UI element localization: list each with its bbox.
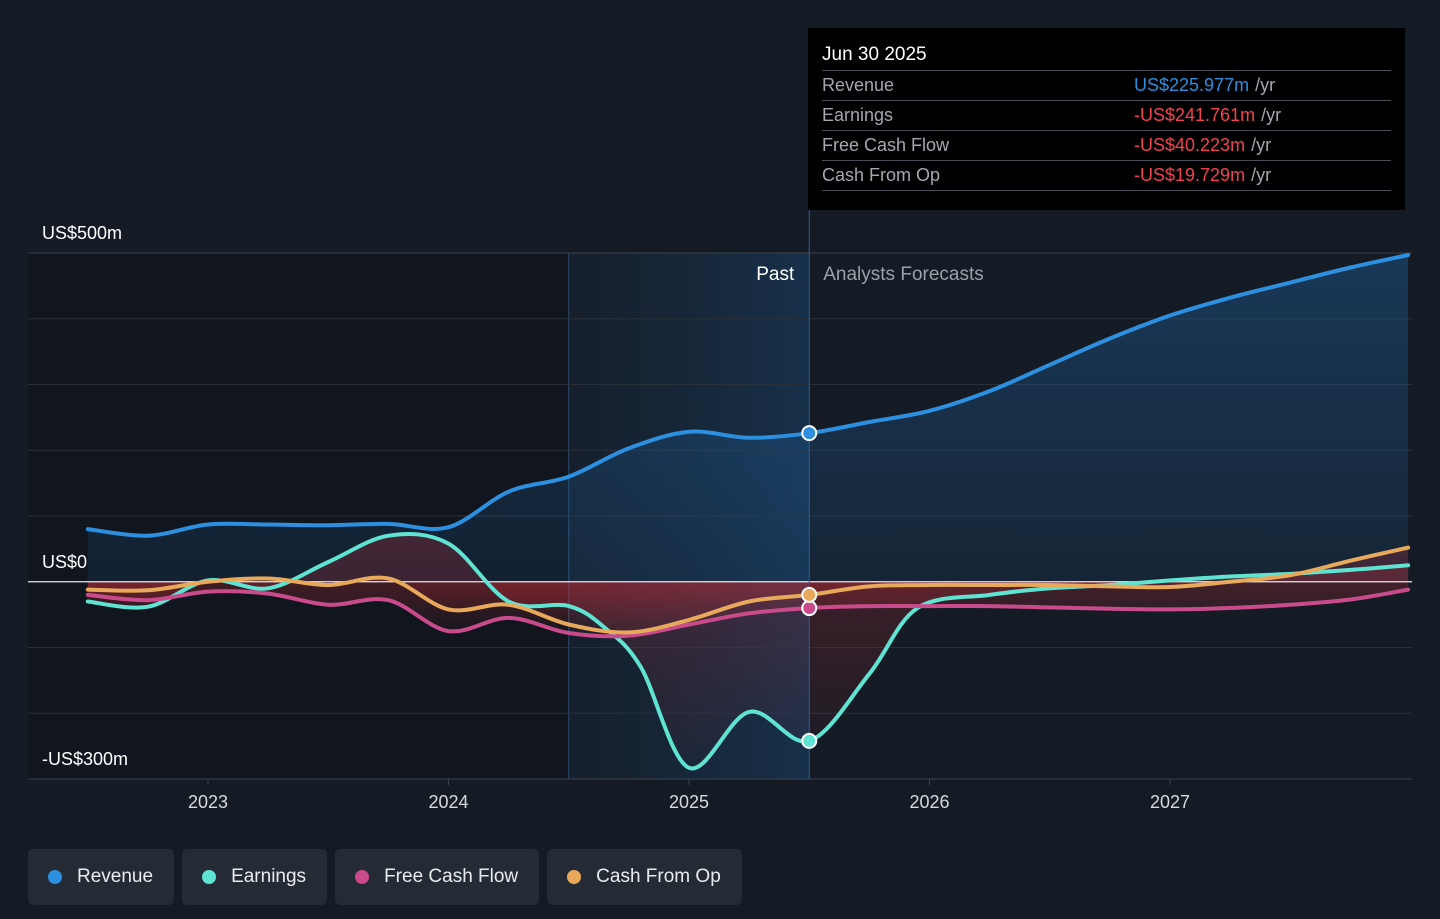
today-markers <box>801 425 818 749</box>
forecast-label: Analysts Forecasts <box>823 264 984 285</box>
cfo-area <box>87 547 1409 633</box>
y-tick-label: -US$300m <box>42 749 128 769</box>
tooltip-row: Earnings -US$241.761m/yr <box>822 100 1391 130</box>
tooltip-row: Free Cash Flow -US$40.223m/yr <box>822 130 1391 160</box>
legend-dot-icon <box>202 870 217 884</box>
fcf-today-marker[interactable] <box>801 600 818 617</box>
legend-item-revenue[interactable]: Revenue <box>28 849 175 905</box>
earnings-area <box>87 533 1409 769</box>
earnings-line <box>85 532 1411 771</box>
tooltip-label: Earnings <box>822 105 894 125</box>
cfo-line <box>85 545 1411 635</box>
legend-label: Cash From Op <box>596 866 721 887</box>
legend-label: Revenue <box>77 866 154 887</box>
legend-item-free-cash-flow[interactable]: Free Cash Flow <box>335 849 540 905</box>
cfo-today-marker[interactable] <box>801 586 818 603</box>
legend-label: Earnings <box>231 866 307 887</box>
tooltip-label: Free Cash Flow <box>822 135 950 155</box>
tooltip-row: Revenue US$225.977m/yr <box>822 70 1391 100</box>
series-lines <box>85 253 1411 771</box>
earnings-today-marker[interactable] <box>801 732 818 749</box>
legend-item-cash-from-op[interactable]: Cash From Op <box>547 849 742 905</box>
x-tick-labels: 2023 2024 2025 2026 2027 <box>188 779 1190 812</box>
tooltip: Jun 30 2025 Revenue US$225.977m/yr Earning… <box>808 28 1405 210</box>
revenue-today-marker[interactable] <box>801 425 818 442</box>
fcf-line <box>85 587 1411 639</box>
y-tick-label: US$500m <box>42 223 122 243</box>
y-tick-labels: US$500m US$0 -US$300m <box>42 223 128 769</box>
tooltip-date: Jun 30 2025 <box>822 44 927 65</box>
tooltip-rows: Revenue US$225.977m/yr Earnings -US$241.761… <box>822 70 1391 191</box>
x-tick-label: 2026 <box>909 792 949 812</box>
tooltip-value: -US$19.729m/yr <box>1134 165 1272 185</box>
x-tick-label: 2027 <box>1150 792 1190 812</box>
legend-dot-icon <box>567 870 582 884</box>
legend-dot-icon <box>48 870 62 884</box>
revenue-area <box>87 255 1409 582</box>
tooltip-value: -US$241.761m/yr <box>1134 105 1282 125</box>
legend-item-earnings[interactable]: Earnings <box>182 849 328 905</box>
x-tick-label: 2025 <box>669 792 709 812</box>
legend-label: Free Cash Flow <box>384 866 519 887</box>
tooltip-value: -US$40.223m/yr <box>1134 135 1272 155</box>
legend: Revenue Earnings Free Cash Flow Cash From O… <box>28 849 742 905</box>
tooltip-label: Cash From Op <box>822 165 941 185</box>
x-tick-label: 2023 <box>188 792 228 812</box>
x-tick-label: 2024 <box>428 792 468 812</box>
y-tick-label: US$0 <box>42 552 87 572</box>
tooltip-label: Revenue <box>822 75 895 95</box>
tooltip-row: Cash From Op -US$19.729m/yr <box>822 160 1391 191</box>
legend-dot-icon <box>355 870 370 884</box>
revenue-line <box>85 253 1411 538</box>
tooltip-value: US$225.977m/yr <box>1134 75 1276 95</box>
past-label: Past <box>756 264 795 285</box>
